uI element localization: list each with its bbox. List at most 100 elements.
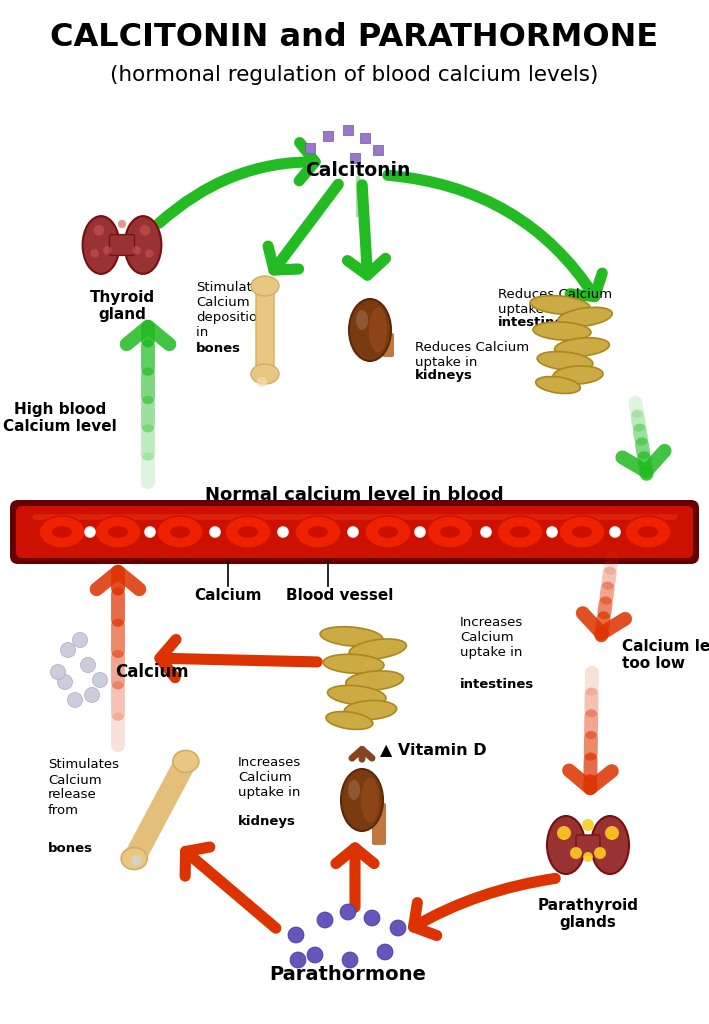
Circle shape — [81, 657, 96, 673]
FancyBboxPatch shape — [10, 500, 699, 564]
Ellipse shape — [157, 516, 203, 548]
Ellipse shape — [536, 377, 580, 393]
Ellipse shape — [497, 516, 543, 548]
Ellipse shape — [365, 516, 411, 548]
Polygon shape — [373, 145, 383, 155]
Circle shape — [415, 526, 425, 538]
Ellipse shape — [510, 526, 530, 538]
Circle shape — [377, 944, 393, 961]
Circle shape — [583, 852, 593, 862]
Ellipse shape — [559, 516, 605, 548]
Ellipse shape — [638, 526, 658, 538]
Circle shape — [557, 826, 571, 840]
Circle shape — [50, 665, 65, 680]
Circle shape — [91, 249, 99, 258]
Circle shape — [340, 904, 356, 920]
Circle shape — [94, 225, 104, 236]
Ellipse shape — [295, 516, 341, 548]
Ellipse shape — [427, 516, 473, 548]
Circle shape — [72, 633, 87, 647]
Circle shape — [133, 246, 141, 254]
Ellipse shape — [378, 526, 398, 538]
Ellipse shape — [173, 751, 199, 772]
Text: intestines: intestines — [460, 679, 535, 691]
Text: ▲ Vitamin D: ▲ Vitamin D — [380, 742, 486, 758]
Ellipse shape — [95, 516, 141, 548]
Ellipse shape — [344, 700, 396, 720]
Circle shape — [145, 526, 155, 538]
Ellipse shape — [323, 654, 384, 674]
Text: High blood
Calcium level: High blood Calcium level — [3, 401, 117, 434]
Ellipse shape — [369, 307, 387, 352]
Circle shape — [92, 673, 108, 687]
Ellipse shape — [349, 299, 391, 361]
Ellipse shape — [308, 526, 328, 538]
Text: Calcium: Calcium — [194, 589, 262, 603]
Text: Normal calcium level in blood: Normal calcium level in blood — [205, 486, 503, 504]
Ellipse shape — [125, 216, 162, 273]
Ellipse shape — [121, 848, 147, 869]
FancyBboxPatch shape — [374, 803, 386, 827]
Ellipse shape — [225, 516, 271, 548]
Text: Stimulates
Calcium
deposition
in: Stimulates Calcium deposition in — [196, 281, 267, 339]
Circle shape — [131, 856, 141, 865]
Circle shape — [277, 526, 289, 538]
Text: Calcitonin: Calcitonin — [306, 161, 411, 179]
Polygon shape — [360, 133, 370, 143]
FancyBboxPatch shape — [382, 333, 394, 357]
Text: Stimulates
Calcium
release
from: Stimulates Calcium release from — [48, 759, 119, 831]
Ellipse shape — [533, 322, 591, 340]
Circle shape — [594, 847, 606, 859]
Circle shape — [342, 952, 358, 968]
Ellipse shape — [356, 310, 368, 330]
Ellipse shape — [572, 526, 592, 538]
Circle shape — [347, 526, 359, 538]
Ellipse shape — [326, 712, 373, 729]
FancyBboxPatch shape — [109, 234, 135, 255]
Circle shape — [570, 847, 582, 859]
Ellipse shape — [170, 526, 190, 538]
Circle shape — [145, 249, 154, 258]
Polygon shape — [350, 153, 360, 163]
Ellipse shape — [39, 516, 85, 548]
Circle shape — [84, 687, 99, 702]
FancyBboxPatch shape — [372, 816, 386, 845]
Circle shape — [57, 675, 72, 689]
Text: kidneys: kidneys — [238, 815, 296, 828]
Circle shape — [257, 377, 267, 387]
Ellipse shape — [558, 307, 613, 327]
Ellipse shape — [328, 685, 386, 706]
Circle shape — [118, 220, 126, 228]
Circle shape — [60, 642, 75, 657]
Text: (hormonal regulation of blood calcium levels): (hormonal regulation of blood calcium le… — [110, 65, 598, 85]
Circle shape — [103, 246, 111, 254]
Ellipse shape — [349, 639, 406, 659]
Ellipse shape — [320, 627, 383, 646]
Text: Blood vessel: Blood vessel — [286, 589, 393, 603]
Circle shape — [481, 526, 491, 538]
Circle shape — [67, 692, 82, 708]
Circle shape — [317, 912, 333, 928]
Text: Calcium levels
too low: Calcium levels too low — [622, 639, 709, 671]
Ellipse shape — [361, 777, 379, 822]
Circle shape — [610, 526, 620, 538]
Ellipse shape — [52, 526, 72, 538]
Polygon shape — [323, 131, 333, 141]
Text: bones: bones — [196, 341, 241, 354]
Circle shape — [288, 927, 304, 943]
Text: Thyroid
gland: Thyroid gland — [89, 290, 155, 323]
Text: Reduces Calcium
uptake in: Reduces Calcium uptake in — [498, 288, 612, 316]
Ellipse shape — [341, 769, 383, 831]
Ellipse shape — [440, 526, 460, 538]
Circle shape — [582, 819, 594, 831]
Text: intestines: intestines — [498, 315, 572, 329]
Ellipse shape — [251, 276, 279, 296]
Polygon shape — [305, 143, 315, 153]
Circle shape — [209, 526, 220, 538]
Ellipse shape — [547, 816, 585, 874]
Text: kidneys: kidneys — [415, 369, 473, 382]
Text: Parathormone: Parathormone — [269, 966, 426, 984]
Ellipse shape — [554, 338, 610, 356]
Text: Parathyroid
glands: Parathyroid glands — [537, 898, 639, 931]
Ellipse shape — [251, 364, 279, 384]
